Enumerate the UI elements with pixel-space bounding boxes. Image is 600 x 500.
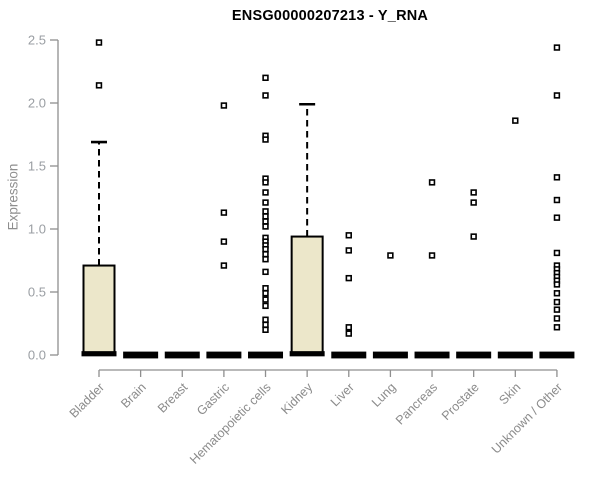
- outlier-point: [553, 324, 561, 331]
- x-tick-label: Kidney: [278, 380, 315, 417]
- outlier-point: [262, 208, 269, 215]
- outlier-point: [262, 223, 269, 230]
- collapsed-box: [539, 351, 575, 359]
- y-tick-label: 0.5: [28, 285, 46, 300]
- outlier-point: [345, 232, 352, 239]
- outlier-point: [262, 285, 269, 292]
- outlier-point: [470, 189, 477, 196]
- outlier-point: [262, 321, 269, 328]
- outlier-point: [512, 117, 519, 124]
- collapsed-box: [414, 351, 450, 359]
- x-tick-label: Brain: [118, 380, 149, 411]
- y-axis-title: Expression: [5, 163, 21, 231]
- x-tick-label: Unknown / Other: [489, 380, 565, 456]
- box: [82, 264, 116, 357]
- x-tick-label: Lung: [369, 380, 399, 410]
- outlier-point: [345, 274, 352, 282]
- collapsed-box: [456, 351, 492, 359]
- outlier-point: [262, 245, 269, 253]
- outlier-point: [95, 82, 103, 89]
- x-tick-label: Bladder: [67, 380, 107, 420]
- outlier-point: [262, 218, 269, 225]
- outlier-point: [553, 214, 561, 221]
- collapsed-box: [331, 351, 367, 359]
- collapsed-box: [123, 351, 159, 359]
- outlier-point: [262, 251, 269, 258]
- y-tick-label: 1.5: [28, 159, 46, 174]
- x-tick-label: Breast: [155, 380, 191, 416]
- outlier-point: [470, 233, 477, 240]
- x-tick-label: Gastric: [194, 380, 232, 418]
- outlier-point: [262, 296, 269, 303]
- outlier-point: [262, 326, 269, 333]
- x-tick-label: Prostate: [439, 380, 482, 423]
- outlier-point: [387, 252, 394, 259]
- collapsed-box: [164, 351, 200, 359]
- y-tick-label: 0.0: [28, 348, 46, 363]
- outlier-point: [262, 179, 269, 186]
- outlier-point: [553, 92, 561, 99]
- x-tick-label: Skin: [496, 380, 523, 407]
- outlier-point: [262, 136, 269, 143]
- outlier-point: [428, 179, 436, 186]
- chart-title: ENSG00000207213 - Y_RNA: [231, 8, 429, 24]
- y-tick-label: 2.0: [28, 96, 46, 111]
- outlier-point: [553, 281, 561, 288]
- outlier-point: [262, 189, 269, 196]
- x-tick-label: Pancreas: [393, 380, 440, 427]
- outlier-point: [345, 247, 352, 254]
- y-tick-label: 2.5: [28, 33, 46, 48]
- outlier-point: [553, 298, 561, 306]
- outlier-point: [262, 256, 269, 263]
- box: [290, 235, 324, 356]
- outlier-point: [345, 330, 352, 337]
- outlier-point: [220, 102, 228, 109]
- outlier-point: [428, 252, 436, 259]
- outlier-point: [470, 199, 477, 206]
- outlier-point: [262, 74, 269, 82]
- outlier-point: [553, 174, 561, 181]
- collapsed-box: [206, 351, 242, 359]
- outlier-point: [220, 238, 228, 245]
- outlier-point: [553, 249, 561, 257]
- outlier-point: [262, 213, 269, 220]
- outlier-point: [262, 199, 269, 206]
- x-tick-label: Liver: [328, 380, 357, 409]
- outlier-point: [220, 209, 228, 216]
- outlier-point: [262, 92, 269, 99]
- outlier-point: [553, 306, 561, 313]
- outlier-point: [553, 315, 561, 322]
- outlier-point: [262, 268, 269, 276]
- outlier-point: [95, 39, 103, 46]
- outlier-point: [262, 302, 269, 310]
- collapsed-box: [372, 351, 408, 359]
- x-tick-label: Hematopoietic cells: [187, 380, 274, 467]
- outlier-point: [220, 262, 228, 269]
- outlier-point: [553, 196, 561, 204]
- collapsed-box: [248, 351, 284, 359]
- collapsed-box: [497, 351, 533, 359]
- outlier-point: [553, 290, 561, 297]
- median-line: [289, 351, 325, 357]
- outlier-point: [262, 316, 269, 323]
- median-line: [81, 351, 117, 357]
- y-tick-label: 1.0: [28, 222, 46, 237]
- outlier-point: [345, 324, 352, 331]
- outlier-point: [553, 44, 561, 51]
- outlier-point: [262, 290, 269, 297]
